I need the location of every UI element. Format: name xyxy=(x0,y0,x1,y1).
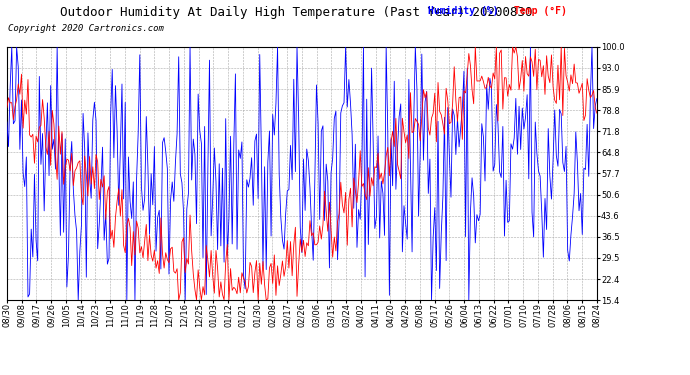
Text: Copyright 2020 Cartronics.com: Copyright 2020 Cartronics.com xyxy=(8,24,164,33)
Text: Humidity (%): Humidity (%) xyxy=(428,6,498,16)
Text: Outdoor Humidity At Daily High Temperature (Past Year) 20200830: Outdoor Humidity At Daily High Temperatu… xyxy=(61,6,533,19)
Text: Temp (°F): Temp (°F) xyxy=(514,6,567,16)
